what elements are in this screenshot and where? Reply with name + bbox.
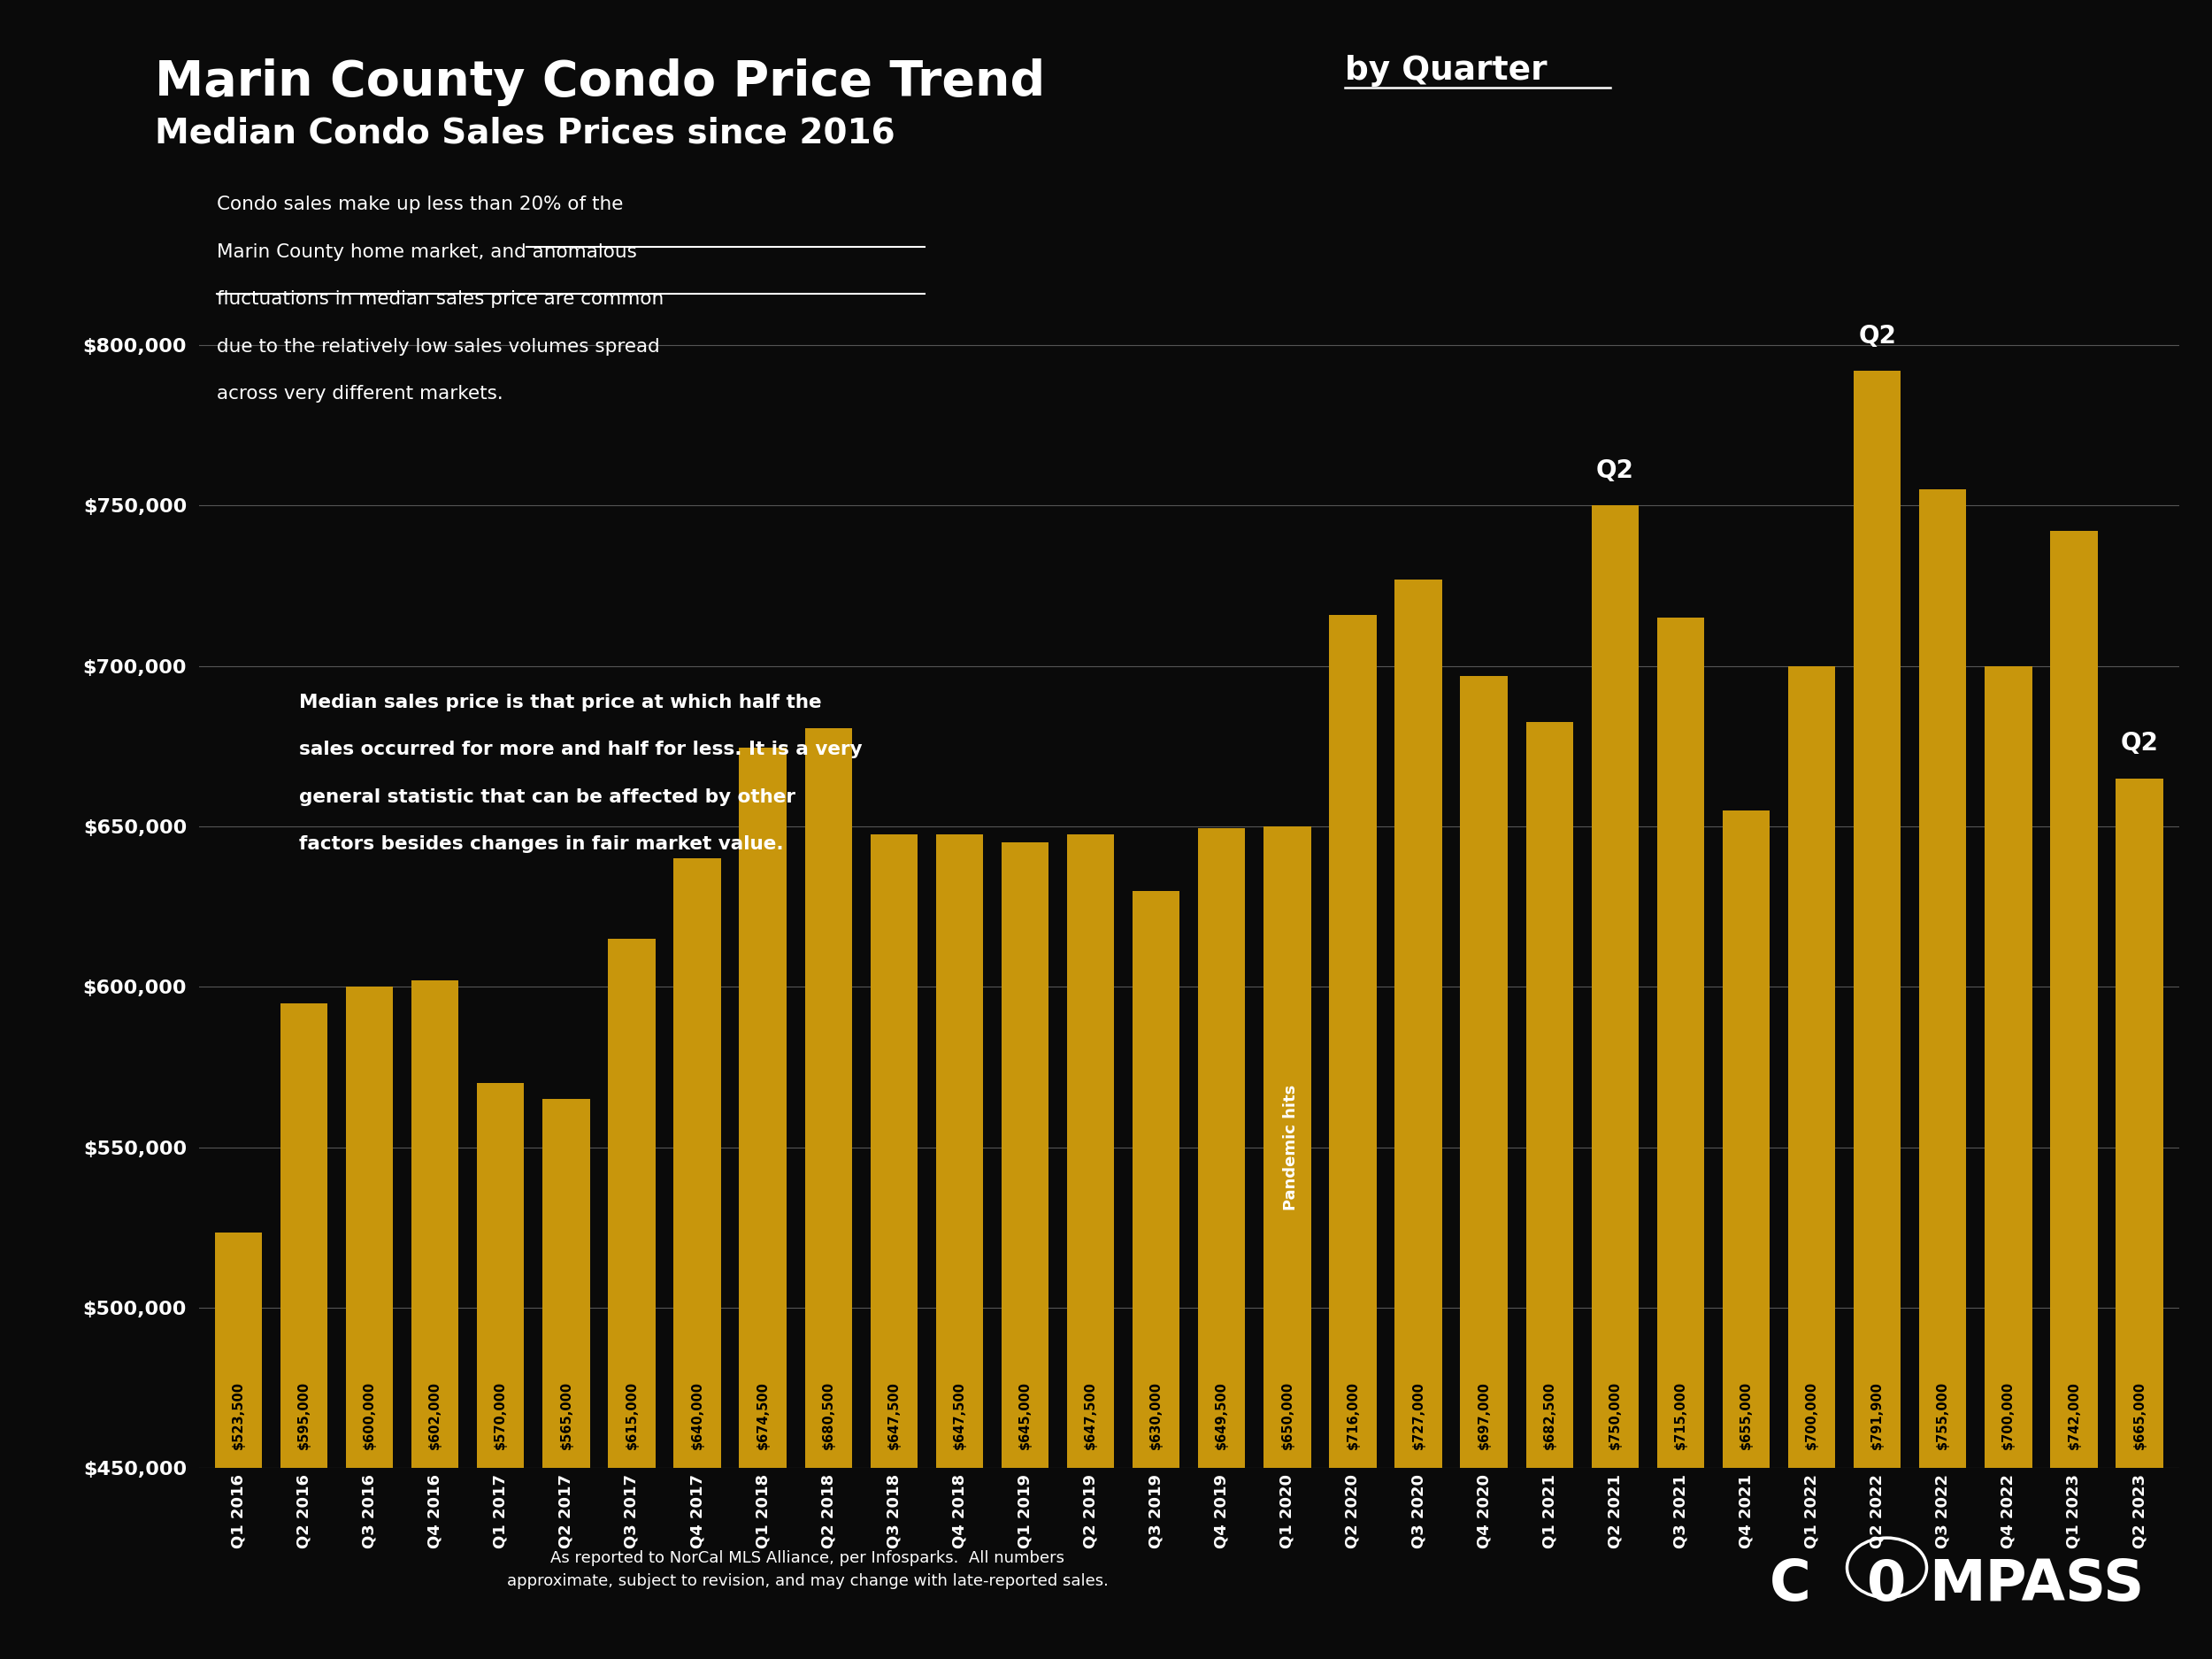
Bar xyxy=(1526,722,1573,1659)
Bar xyxy=(478,1083,524,1659)
Bar xyxy=(215,1233,261,1659)
Text: $640,000: $640,000 xyxy=(690,1380,703,1448)
Text: $755,000: $755,000 xyxy=(1936,1380,1949,1448)
Text: across very different markets.: across very different markets. xyxy=(217,385,504,403)
Bar xyxy=(2117,778,2163,1659)
Text: $630,000: $630,000 xyxy=(1150,1380,1164,1448)
Text: general statistic that can be affected by other: general statistic that can be affected b… xyxy=(299,788,794,806)
Bar xyxy=(1460,675,1509,1659)
Text: by Quarter: by Quarter xyxy=(1345,55,1546,86)
Bar xyxy=(1199,828,1245,1659)
Bar xyxy=(675,859,721,1659)
Text: $697,000: $697,000 xyxy=(1478,1380,1491,1448)
Text: As reported to NorCal MLS Alliance, per Infosparks.  All numbers
approximate, su: As reported to NorCal MLS Alliance, per … xyxy=(507,1550,1108,1589)
Bar xyxy=(608,939,655,1659)
Text: Pandemic hits: Pandemic hits xyxy=(1283,1085,1298,1211)
Bar xyxy=(542,1100,591,1659)
Text: $680,500: $680,500 xyxy=(823,1380,836,1448)
Bar xyxy=(739,748,787,1659)
Text: $602,000: $602,000 xyxy=(429,1380,442,1448)
Text: $674,500: $674,500 xyxy=(757,1380,770,1448)
Text: $565,000: $565,000 xyxy=(560,1380,573,1448)
Text: MPASS: MPASS xyxy=(1929,1558,2143,1613)
Bar xyxy=(1787,665,1836,1659)
Bar xyxy=(805,728,852,1659)
Text: $727,000: $727,000 xyxy=(1411,1380,1425,1448)
Text: Median Condo Sales Prices since 2016: Median Condo Sales Prices since 2016 xyxy=(155,116,896,149)
Bar xyxy=(281,1004,327,1659)
Text: Marin County Condo Price Trend: Marin County Condo Price Trend xyxy=(155,58,1046,106)
Bar xyxy=(936,834,982,1659)
Text: $595,000: $595,000 xyxy=(296,1380,310,1448)
Text: $655,000: $655,000 xyxy=(1739,1380,1752,1448)
Text: $645,000: $645,000 xyxy=(1018,1380,1031,1448)
Text: sales occurred for more and half for less. It is a very: sales occurred for more and half for les… xyxy=(299,740,863,758)
Bar xyxy=(411,980,458,1659)
Text: Median sales price is that price at which half the: Median sales price is that price at whic… xyxy=(299,693,821,712)
Text: Q2: Q2 xyxy=(1858,324,1896,348)
Text: $600,000: $600,000 xyxy=(363,1380,376,1448)
Text: $647,500: $647,500 xyxy=(1084,1380,1097,1448)
Bar xyxy=(345,987,394,1659)
Text: 0: 0 xyxy=(1867,1558,1907,1613)
Text: $523,500: $523,500 xyxy=(232,1380,246,1448)
Text: $716,000: $716,000 xyxy=(1347,1380,1360,1448)
Bar xyxy=(1133,891,1179,1659)
Bar xyxy=(1854,372,1900,1659)
Bar xyxy=(1657,617,1703,1659)
Text: $647,500: $647,500 xyxy=(887,1380,900,1448)
Text: due to the relatively low sales volumes spread: due to the relatively low sales volumes … xyxy=(217,338,659,355)
Text: $742,000: $742,000 xyxy=(2068,1380,2081,1448)
Text: $682,500: $682,500 xyxy=(1542,1380,1555,1448)
Text: Q2: Q2 xyxy=(2121,732,2159,757)
Text: $649,500: $649,500 xyxy=(1214,1380,1228,1448)
Bar xyxy=(1329,614,1376,1659)
Text: $570,000: $570,000 xyxy=(493,1380,507,1448)
Text: $700,000: $700,000 xyxy=(1805,1380,1818,1448)
Text: fluctuations in median sales price are common: fluctuations in median sales price are c… xyxy=(217,290,664,309)
Text: Marin County home market, and anomalous: Marin County home market, and anomalous xyxy=(217,242,637,260)
Bar xyxy=(1263,826,1312,1659)
Bar xyxy=(869,834,918,1659)
Bar xyxy=(1066,834,1115,1659)
Text: $715,000: $715,000 xyxy=(1674,1380,1688,1448)
Bar xyxy=(1723,810,1770,1659)
Text: $700,000: $700,000 xyxy=(2002,1380,2015,1448)
Text: $791,900: $791,900 xyxy=(1871,1380,1885,1448)
Text: $647,500: $647,500 xyxy=(953,1380,967,1448)
Text: Condo sales make up less than 20% of the: Condo sales make up less than 20% of the xyxy=(217,196,624,214)
Bar xyxy=(1920,489,1966,1659)
Text: $615,000: $615,000 xyxy=(626,1380,639,1448)
Bar xyxy=(1396,579,1442,1659)
Text: $665,000: $665,000 xyxy=(2132,1380,2146,1448)
Text: Q2: Q2 xyxy=(1597,458,1635,483)
Bar xyxy=(1002,843,1048,1659)
Text: C: C xyxy=(1770,1558,1812,1613)
Text: factors besides changes in fair market value.: factors besides changes in fair market v… xyxy=(299,836,783,853)
Bar xyxy=(1590,506,1639,1659)
Bar xyxy=(1984,665,2033,1659)
Bar xyxy=(2051,531,2097,1659)
Text: $650,000: $650,000 xyxy=(1281,1380,1294,1448)
Text: $750,000: $750,000 xyxy=(1608,1380,1621,1448)
